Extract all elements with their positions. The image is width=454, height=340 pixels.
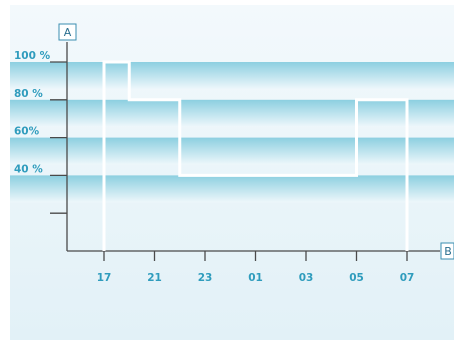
series-line bbox=[102, 60, 409, 251]
y-tick-label: 100 % bbox=[14, 50, 51, 62]
background-band bbox=[10, 137, 454, 165]
x-tick-label: 01 bbox=[248, 272, 263, 284]
x-tick-label: 03 bbox=[299, 272, 314, 284]
y-tick-label: 80 % bbox=[14, 88, 43, 100]
x-tick-label: 23 bbox=[198, 272, 213, 284]
band-group bbox=[10, 62, 454, 203]
x-tick-label: 17 bbox=[97, 272, 112, 284]
background-band bbox=[10, 175, 454, 203]
y-tick-label: 60% bbox=[14, 126, 40, 138]
x-tick-label: 05 bbox=[349, 272, 364, 284]
y-tick-group: 100 % 80 % 60% 40 % bbox=[14, 50, 67, 214]
x-tick-label: 21 bbox=[147, 272, 162, 284]
background-band bbox=[10, 99, 454, 127]
background-band bbox=[10, 62, 454, 89]
y-tick-label: 40 % bbox=[14, 163, 43, 175]
x-axis-label-box bbox=[440, 242, 454, 260]
x-tick-group: 17 21 23 01 03 05 07 bbox=[97, 251, 415, 284]
y-axis-label: A bbox=[64, 26, 72, 39]
y-axis-label-box bbox=[58, 23, 77, 41]
y-axis: A bbox=[58, 23, 77, 251]
x-axis-label: B bbox=[444, 245, 452, 258]
x-tick-label: 07 bbox=[400, 272, 415, 284]
series-group bbox=[102, 60, 409, 251]
x-axis: B bbox=[67, 242, 454, 260]
chart-background bbox=[10, 5, 454, 340]
